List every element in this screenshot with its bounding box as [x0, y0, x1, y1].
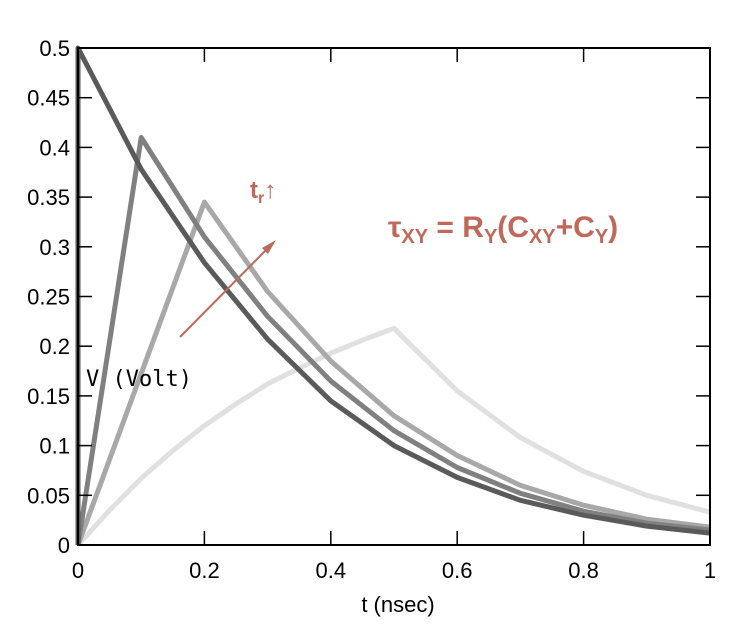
- axes-layer: 0 0.05 0.1 0.15 0.2 0.25 0.3 0.35 0.4 0.45 0.5 0 0.2…: [27, 36, 716, 583]
- tau-annotation: τXY = RY(CXY+CY): [388, 211, 618, 248]
- y-tick-label: 0.45: [27, 86, 70, 111]
- series-line-tr-0: [75, 45, 711, 545]
- y-tick-label: 0.4: [39, 135, 70, 160]
- y-tick-label: 0.35: [27, 185, 70, 210]
- x-tick-label: 0.4: [316, 558, 347, 583]
- tr-arrow-head: [262, 240, 276, 254]
- plot-frame: [77, 47, 711, 546]
- y-tick-label: 0.1: [39, 434, 70, 459]
- series-line-tr-0.1: [75, 135, 711, 546]
- x-tick-label: 0.6: [442, 558, 473, 583]
- x-tick-label: 1: [704, 558, 716, 583]
- y-tick-label: 0.15: [27, 384, 70, 409]
- y-tick-label: 0.5: [39, 36, 70, 61]
- y-tick-label: 0.2: [39, 334, 70, 359]
- x-tick-label: 0.2: [189, 558, 220, 583]
- series-line-tr-0.5: [76, 325, 711, 547]
- x-axis-label: t (nsec): [361, 592, 434, 617]
- y-tick-label: 0.25: [27, 285, 70, 310]
- series-line-tr-0.2: [75, 199, 711, 546]
- y-tick-label: 0: [58, 533, 70, 558]
- y-tick-label: 0.3: [39, 235, 70, 260]
- tr-arrow-line: [179, 245, 271, 338]
- tr-annotation: tr↑: [250, 177, 276, 207]
- x-tick-label: 0.8: [568, 558, 599, 583]
- x-tick-label: 0: [72, 558, 84, 583]
- series-layer: [75, 45, 711, 547]
- y-tick-label: 0.05: [27, 483, 70, 508]
- y-axis-label: V (Volt): [86, 367, 192, 392]
